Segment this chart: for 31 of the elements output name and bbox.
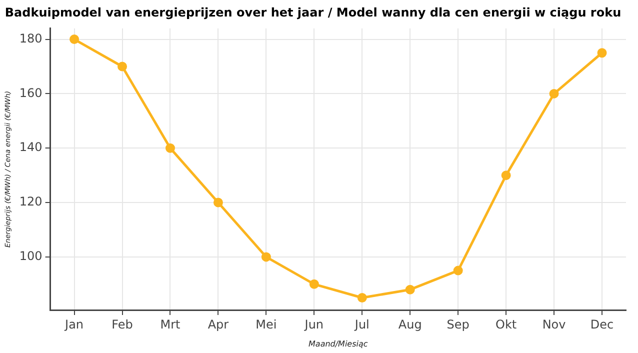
y-tick-label: 160 [19,86,42,100]
point [165,143,175,153]
point [70,34,80,44]
y-tick-label: 180 [19,31,42,46]
point [261,252,271,262]
x-tick-label: Mrt [160,317,181,332]
point [453,266,463,276]
point [549,88,559,98]
point [309,279,319,289]
x-tick-label: Sep [446,317,470,332]
x-tick-label: Aug [398,317,422,332]
y-tick-label: 140 [19,140,42,154]
point [501,170,511,180]
point [597,48,607,58]
y-tick-label: 120 [19,194,42,209]
point [357,293,367,303]
x-tick-label: Okt [496,317,517,332]
x-tick-label: Jan [64,317,84,332]
point [213,198,223,208]
point [118,62,128,72]
x-tick-label: Jun [304,317,324,332]
x-tick-label: Mei [256,317,277,332]
y-tick-label: 100 [19,249,42,264]
x-tick-label: Nov [542,317,566,332]
x-tick-label: Feb [112,317,133,332]
x-axis-title: Maand/Miesiąc [308,339,368,348]
x-tick-label: Jul [354,317,370,332]
point [405,284,415,294]
x-tick-label: Dec [590,317,614,332]
x-tick-label: Apr [208,317,229,332]
chart-title: Badkuipmodel van energieprijzen over het jaar / Model wanny dla cen energii w ciągu roku [4,5,622,20]
